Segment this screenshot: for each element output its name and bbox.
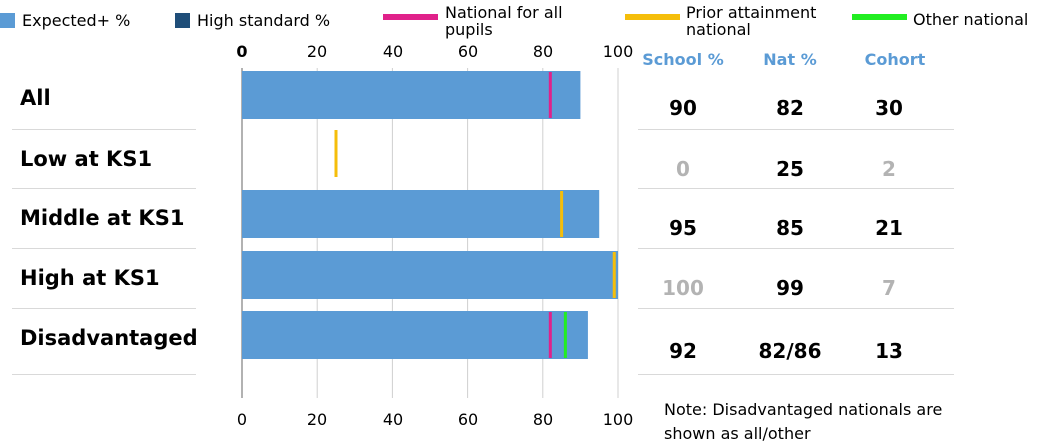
column-header-cohort: Cohort <box>864 50 926 69</box>
table-divider <box>638 374 954 375</box>
legend-label-national-all: National for all pupils <box>445 3 563 39</box>
cell-nat-disadvantaged: 82/86 <box>758 339 822 363</box>
cell-nat-all: 82 <box>776 96 804 120</box>
bottom-tick-label: 60 <box>457 410 479 429</box>
cell-school-middle: 95 <box>669 216 697 240</box>
legend-label-expected: Expected+ % <box>22 11 131 30</box>
row-divider <box>12 188 196 189</box>
bar <box>242 190 600 238</box>
cell-school-disadvantaged: 92 <box>669 339 697 363</box>
top-tick-label: 100 <box>602 42 634 61</box>
cell-nat-low: 25 <box>776 157 804 181</box>
legend-swatch-other-national <box>852 14 907 20</box>
cell-cohort-low: 2 <box>882 157 896 181</box>
footnote: Note: Disadvantaged nationals are shown … <box>664 400 943 443</box>
table-divider <box>638 129 954 130</box>
bar <box>242 251 618 299</box>
bar <box>242 311 588 359</box>
national-marker <box>612 252 616 298</box>
national-marker <box>563 312 567 358</box>
national-marker <box>548 72 552 118</box>
cell-nat-high: 99 <box>776 276 804 300</box>
column-header-school: School % <box>642 50 724 69</box>
row-divider <box>12 308 196 309</box>
table-divider <box>638 188 954 189</box>
row-divider <box>12 248 196 249</box>
cell-school-low: 0 <box>676 157 690 181</box>
row-label-disadvantaged: Disadvantaged <box>20 326 198 350</box>
bar <box>242 71 581 119</box>
row-label-low: Low at KS1 <box>20 147 153 171</box>
national-marker <box>334 130 338 177</box>
top-tick-label: 40 <box>382 42 404 61</box>
table-divider <box>638 248 954 249</box>
bottom-tick-label: 20 <box>306 410 328 429</box>
bottom-tick-label: 100 <box>602 410 634 429</box>
cell-cohort-middle: 21 <box>875 216 903 240</box>
legend-swatch-national-all <box>383 14 438 20</box>
legend-label-high-standard: High standard % <box>197 11 331 30</box>
cell-nat-middle: 85 <box>776 216 804 240</box>
top-tick-label: 20 <box>306 42 328 61</box>
cell-cohort-all: 30 <box>875 96 903 120</box>
cell-school-all: 90 <box>669 96 697 120</box>
row-label-high: High at KS1 <box>20 266 160 290</box>
bottom-tick-label: 0 <box>236 410 248 429</box>
cell-school-high: 100 <box>662 276 704 300</box>
legend-swatch-prior-attainment <box>625 14 680 20</box>
column-header-nat: Nat % <box>763 50 817 69</box>
bottom-tick-label: 80 <box>532 410 554 429</box>
top-tick-label: 60 <box>457 42 479 61</box>
table-divider <box>638 308 954 309</box>
bottom-tick-label: 40 <box>382 410 404 429</box>
row-label-all: All <box>20 86 51 110</box>
cell-cohort-high: 7 <box>882 276 896 300</box>
cell-cohort-disadvantaged: 13 <box>875 339 903 363</box>
row-label-middle: Middle at KS1 <box>20 206 185 230</box>
legend-swatch-high-standard <box>175 13 190 28</box>
national-marker <box>560 191 564 237</box>
legend-label-prior-attainment: Prior attainment national <box>686 3 817 39</box>
row-divider <box>12 374 196 375</box>
row-divider <box>12 129 196 130</box>
legend-swatch-expected <box>0 13 15 28</box>
national-marker <box>548 312 552 358</box>
legend-label-other-national: Other national <box>913 10 1029 29</box>
top-tick-label: 80 <box>532 42 554 61</box>
top-tick-label: 0 <box>236 42 248 61</box>
